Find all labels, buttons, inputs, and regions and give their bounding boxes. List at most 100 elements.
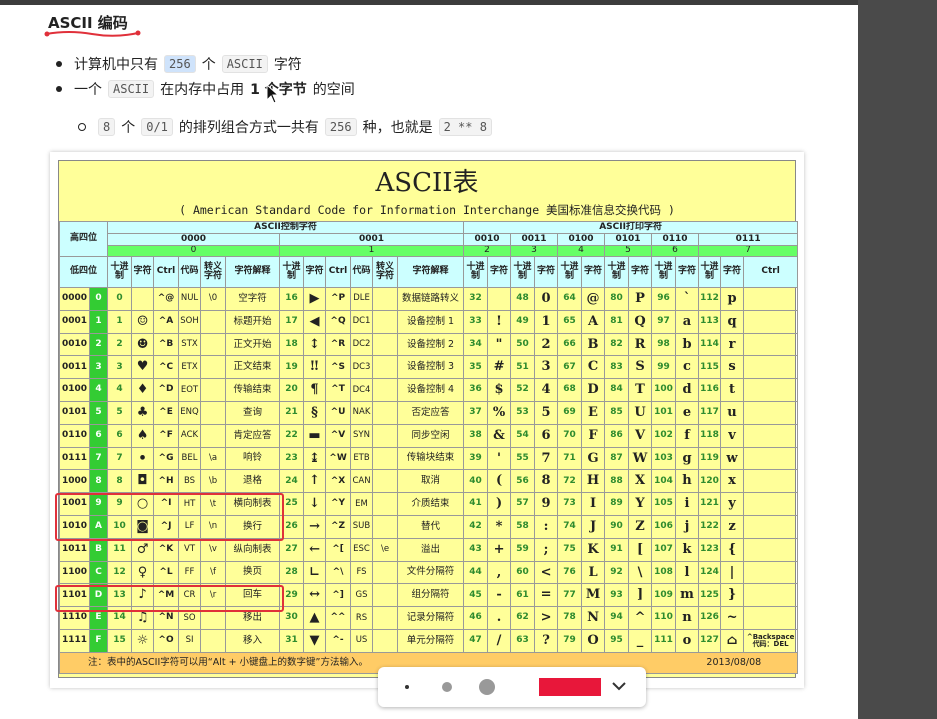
column-header: 字符 xyxy=(720,256,745,288)
bold-text: 1 个字节 xyxy=(250,82,307,98)
pen-size-small[interactable] xyxy=(405,685,409,689)
cell-esc: \a xyxy=(200,446,227,471)
cell-desc: 肯定应答 xyxy=(225,423,281,448)
column-header: 十进制 xyxy=(698,256,722,288)
cell-char: ‼ xyxy=(303,355,327,380)
cell-char: | xyxy=(720,560,745,585)
cell-dec: 49 xyxy=(510,309,536,334)
cell-dec: 120 xyxy=(698,469,722,494)
cell-char: ? xyxy=(534,628,559,653)
cell-code: BS xyxy=(178,469,202,494)
cell-dec: 88 xyxy=(604,469,630,494)
cell-ctrl: ^L xyxy=(153,560,180,585)
cell-dec: 31 xyxy=(279,628,305,653)
cell-dec: 23 xyxy=(279,446,305,471)
cell-char: : xyxy=(534,514,559,539)
footer-note: 注：表中的ASCII字符可以用“Alt + 小键盘上的数字键”方法输入。 xyxy=(88,656,368,668)
cell-dec: 7 xyxy=(107,446,133,471)
cell-dec: 66 xyxy=(557,332,583,357)
high-bits-hex: 1 xyxy=(279,245,465,257)
table-subtitle: ( American Standard Code for Information… xyxy=(179,203,675,217)
cell-dec: 118 xyxy=(698,423,722,448)
cell-dec: 61 xyxy=(510,583,536,608)
text: 的排列组合方式一共有 xyxy=(178,120,319,136)
pen-size-large[interactable] xyxy=(479,679,495,695)
color-swatch[interactable] xyxy=(539,678,601,696)
ascii-table-image: ASCII表 ( American Standard Code for Info… xyxy=(58,160,799,678)
cell-ctrl: ^S xyxy=(325,355,352,380)
cell-dec: 80 xyxy=(604,287,630,311)
cell-char: x xyxy=(720,469,745,494)
cell-ctrl xyxy=(743,492,799,516)
column-header: 字符 xyxy=(487,256,512,288)
cell-esc xyxy=(200,378,227,402)
cell-char: J xyxy=(581,514,606,539)
cell-char: k xyxy=(675,537,700,562)
cell-char: ♀ xyxy=(131,560,155,585)
cell-dec: 8 xyxy=(107,469,133,494)
cell-hex: 1 xyxy=(88,309,109,334)
cell-char: Z xyxy=(628,514,653,539)
cell-dec: 116 xyxy=(698,378,722,402)
cell-bin: 0110 xyxy=(59,423,90,448)
high-bits-binary: 0010 xyxy=(463,233,512,246)
cell-ctrl xyxy=(743,332,799,357)
cell-char: = xyxy=(534,583,559,608)
cell-char: R xyxy=(628,332,653,357)
cell-char: $ xyxy=(487,378,512,402)
cell-char: N xyxy=(581,606,606,630)
cell-code: EOT xyxy=(178,378,202,402)
cell-hex: B xyxy=(88,537,109,562)
highlight-box xyxy=(55,493,284,541)
cell-char: 1 xyxy=(534,309,559,334)
cell-char xyxy=(131,287,155,311)
cell-esc: \e xyxy=(372,537,399,562)
cell-ctrl: ^C xyxy=(153,355,180,380)
cell-ctrl: ^H xyxy=(153,469,180,494)
pen-size-medium[interactable] xyxy=(442,682,452,692)
cell-dec: 18 xyxy=(279,332,305,357)
cell-dec: 86 xyxy=(604,423,630,448)
cell-ctrl xyxy=(743,400,799,425)
text: 的空间 xyxy=(312,82,355,98)
dropdown-toggle[interactable] xyxy=(612,682,626,691)
cell-char: C xyxy=(581,355,606,380)
cell-char: a xyxy=(675,309,700,334)
inline-code: 0/1 xyxy=(141,118,173,136)
cell-char: S xyxy=(628,355,653,380)
cell-dec: 127 xyxy=(698,628,722,653)
cell-char: ← xyxy=(303,537,327,562)
cell-dec: 55 xyxy=(510,446,536,471)
table-row: 0010 2 2 ☻ ^B STX 正文开始 18 ↕ ^R DC2 设备控制 2 34 " 50 2 66 B 8… xyxy=(59,332,799,357)
cell-char: ( xyxy=(487,469,512,494)
cell-char: M xyxy=(581,583,606,608)
cell-dec: 2 xyxy=(107,332,133,357)
cell-char: % xyxy=(487,400,512,425)
cell-char: v xyxy=(720,423,745,448)
cell-desc: 设备控制 1 xyxy=(397,309,465,334)
cell-char: P xyxy=(628,287,653,311)
text: 个 xyxy=(201,57,216,73)
cell-dec: 73 xyxy=(557,492,583,516)
column-header: Ctrl xyxy=(325,256,352,288)
cell-dec: 57 xyxy=(510,492,536,516)
cell-ctrl: ^V xyxy=(325,423,352,448)
cell-dec: 20 xyxy=(279,378,305,402)
cell-char: 4 xyxy=(534,378,559,402)
cell-dec: 77 xyxy=(557,583,583,608)
cell-esc xyxy=(200,309,227,334)
annotation-underline xyxy=(44,30,141,37)
cell-esc xyxy=(372,446,399,471)
cell-desc: 介质结束 xyxy=(397,492,465,516)
cell-desc: 退格 xyxy=(225,469,281,494)
table-row: 0000 0001 0010 0011 0100 0101 0110 0111 xyxy=(60,233,799,246)
high-bits-binary: 0111 xyxy=(698,233,799,246)
cell-char: l xyxy=(675,560,700,585)
column-header: 字符 xyxy=(534,256,559,288)
cell-dec: 58 xyxy=(510,514,536,539)
cell-desc: 溢出 xyxy=(397,537,465,562)
cell-ctrl xyxy=(743,537,799,562)
cell-dec: 81 xyxy=(604,309,630,334)
cell-char: G xyxy=(581,446,606,471)
cell-dec: 101 xyxy=(651,400,677,425)
